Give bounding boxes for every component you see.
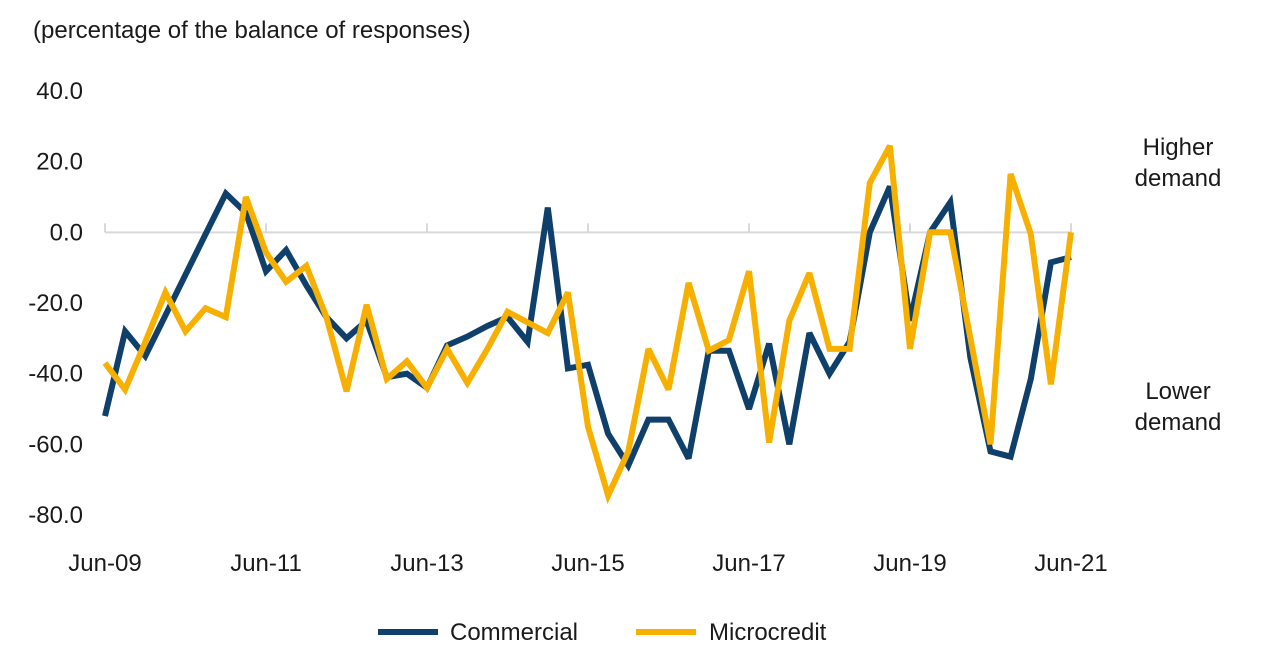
annotation-higher-line1: Higher [1143, 134, 1214, 161]
y-tick-label: 40.0 [36, 78, 83, 105]
x-tick-label: Jun-17 [712, 550, 785, 577]
annotation-lower-line2: demand [1135, 409, 1222, 436]
y-tick-label: -40.0 [28, 361, 83, 388]
x-tick-label: Jun-21 [1034, 550, 1107, 577]
x-tick-label: Jun-11 [230, 550, 302, 577]
series-line-microcredit [102, 144, 1074, 505]
y-axis: 40.0 20.0 0.0 -20.0 -40.0 -60.0 -80.0 [28, 78, 83, 529]
legend-label-commercial: Commercial [450, 619, 578, 646]
x-tick-label: Jun-19 [873, 550, 946, 577]
y-tick-label: -20.0 [28, 290, 83, 317]
y-tick-label: 20.0 [36, 149, 83, 176]
x-axis: Jun-09 Jun-11 Jun-13 Jun-15 Jun-17 Jun-19 Jun-… [68, 223, 1108, 577]
legend: Commercial Microcredit [378, 619, 827, 646]
series-lines [102, 144, 1074, 505]
chart-subtitle: (percentage of the balance of responses) [33, 17, 471, 44]
annotation-lower-line1: Lower [1145, 378, 1210, 405]
y-tick-label: 0.0 [50, 219, 83, 246]
annotation-higher-demand: Higher demand [1135, 134, 1222, 192]
x-tick-label: Jun-13 [390, 550, 463, 577]
y-tick-label: -80.0 [28, 502, 83, 529]
x-tick-label: Jun-15 [551, 550, 624, 577]
annotation-higher-line2: demand [1135, 165, 1222, 192]
legend-label-microcredit: Microcredit [709, 619, 827, 646]
annotation-lower-demand: Lower demand [1135, 378, 1222, 436]
y-tick-label: -60.0 [28, 431, 83, 458]
x-tick-label: Jun-09 [68, 550, 141, 577]
